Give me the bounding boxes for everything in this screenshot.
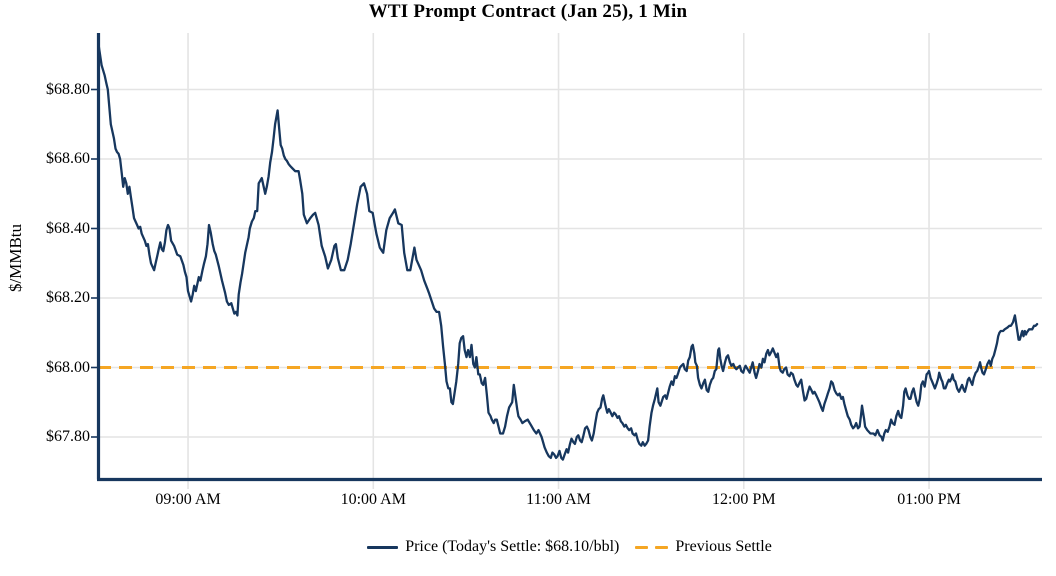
x-tick-label: 10:00 AM xyxy=(340,491,406,508)
y-tick-label: $68.20 xyxy=(46,289,90,306)
legend-item-previous-settle: Previous Settle xyxy=(635,538,772,556)
legend: Price (Today's Settle: $68.10/bbl) Previ… xyxy=(97,538,1042,556)
legend-previous-settle-label: Previous Settle xyxy=(675,538,772,555)
chart-title: WTI Prompt Contract (Jan 25), 1 Min xyxy=(368,1,688,22)
x-tick-label: 09:00 AM xyxy=(155,491,221,508)
legend-item-price: Price (Today's Settle: $68.10/bbl) xyxy=(367,538,619,556)
x-tick-label: 12:00 PM xyxy=(711,491,776,508)
y-tick-label: $68.00 xyxy=(46,358,90,376)
price-line xyxy=(97,43,1039,461)
y-tick-label: $68.60 xyxy=(46,150,90,167)
legend-price-label: Price (Today's Settle: $68.10/bbl) xyxy=(405,538,620,555)
x-tick-label: 01:00 PM xyxy=(897,491,961,508)
y-tick-label: $67.80 xyxy=(46,428,90,445)
y-tick-label: $68.80 xyxy=(46,80,90,98)
y-tick-label: $68.40 xyxy=(46,219,90,237)
x-tick-label: 11:00 AM xyxy=(526,491,591,508)
previous-settle-dash-swatch xyxy=(635,545,669,549)
price-line-swatch xyxy=(367,545,399,549)
